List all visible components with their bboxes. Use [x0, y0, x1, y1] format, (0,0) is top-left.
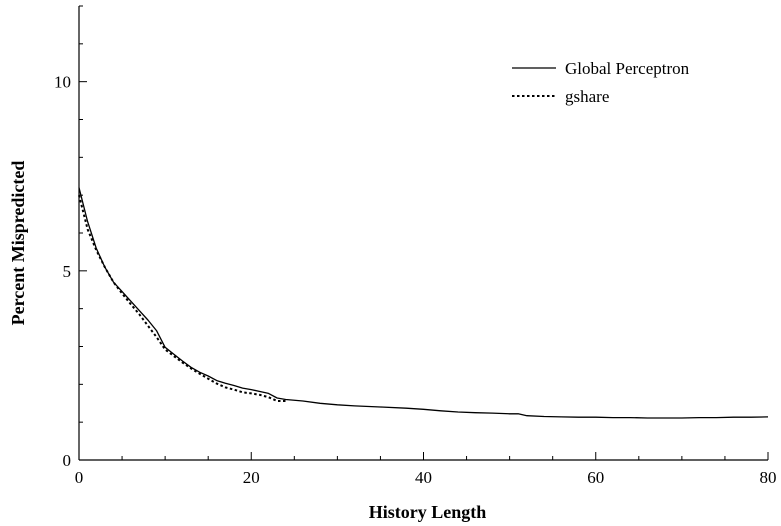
- x-tick-label: 40: [415, 468, 432, 487]
- series-global-perceptron-line: [78, 187, 769, 419]
- x-tick-label: 0: [75, 468, 84, 487]
- legend-label: gshare: [565, 87, 609, 106]
- x-axis-title: History Length: [369, 502, 487, 522]
- legend: Global Perceptron gshare: [512, 59, 690, 106]
- x-tick-label: 20: [243, 468, 260, 487]
- series-layer: [78, 187, 769, 419]
- ticks: 0 5 10 0 20 40 60 80: [54, 5, 777, 487]
- y-tick-label: 0: [63, 451, 72, 470]
- y-tick-label: 10: [54, 73, 71, 92]
- x-tick-label: 60: [587, 468, 604, 487]
- series-gshare-line: [78, 194, 286, 402]
- y-axis-title: Percent Mispredicted: [8, 161, 28, 326]
- legend-label: Global Perceptron: [565, 59, 690, 78]
- x-tick-label: 80: [760, 468, 777, 487]
- y-tick-label: 5: [63, 262, 72, 281]
